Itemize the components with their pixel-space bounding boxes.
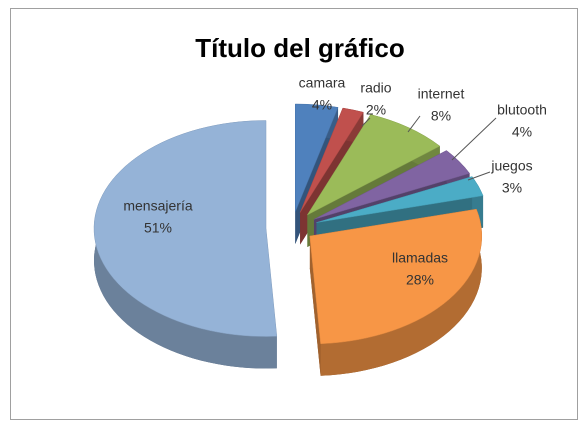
slice-label: mensajería: [123, 198, 192, 214]
slice-label: camara: [299, 75, 346, 91]
chart-title: Título del gráfico: [195, 33, 404, 63]
leader-line: [451, 117, 497, 161]
slice: [309, 208, 483, 345]
leader-line: [407, 115, 421, 133]
slice-value-label: 4%: [512, 124, 532, 140]
slice: [316, 176, 484, 223]
slice-value-label: 28%: [406, 272, 434, 288]
slice-label: juegos: [490, 158, 532, 174]
slice-value-label: 2%: [366, 102, 386, 118]
pie-labels: camara 4% radio 2% internet 8% blutooth 4% juego…: [123, 75, 547, 288]
slice-value-label: 4%: [312, 97, 332, 113]
slice: [306, 114, 441, 216]
slice-label: blutooth: [497, 102, 547, 118]
slice: [299, 107, 364, 213]
slice: [313, 150, 470, 220]
slice-side: [320, 209, 482, 376]
slice-value-label: 8%: [431, 108, 451, 124]
leader-line: [467, 171, 491, 181]
pie-tops: [93, 103, 484, 345]
slice-value-label: 3%: [502, 180, 522, 196]
slice: [93, 120, 278, 337]
slice-label: llamadas: [392, 250, 448, 266]
slice: [295, 103, 339, 213]
slice-label: internet: [418, 86, 465, 102]
slice-label: radio: [360, 80, 391, 96]
slice-value-label: 51%: [144, 220, 172, 236]
leader-line: [361, 117, 371, 127]
